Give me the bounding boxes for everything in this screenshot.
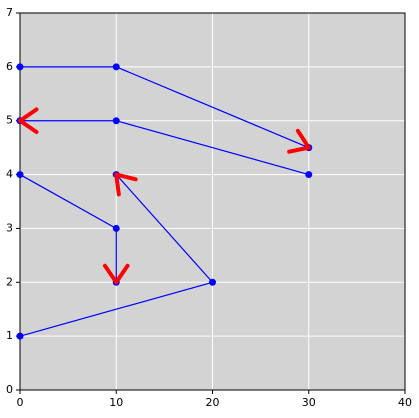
arrow-head — [114, 172, 121, 197]
point — [305, 171, 313, 179]
x-tick-label: 20 — [206, 396, 220, 409]
arrow-head — [295, 128, 311, 150]
x-tick-label: 0 — [17, 396, 24, 409]
y-tick-label: 5 — [6, 114, 13, 127]
y-tick-label: 1 — [6, 329, 13, 342]
point — [112, 224, 120, 232]
y-tick-label: 3 — [6, 221, 13, 234]
arrow-head — [18, 118, 39, 135]
point — [112, 117, 120, 125]
y-tick-label: 7 — [6, 6, 13, 19]
y-tick-label: 4 — [6, 168, 13, 181]
point — [16, 171, 24, 179]
arrow-head — [114, 172, 138, 182]
y-tick-label: 0 — [6, 383, 13, 396]
y-tick-label: 2 — [6, 275, 13, 288]
x-tick-label: 40 — [398, 396, 412, 409]
arrow-head — [287, 145, 311, 154]
point — [209, 278, 216, 286]
point — [16, 63, 24, 71]
x-tick-label: 10 — [109, 396, 123, 409]
arrow-head — [18, 107, 39, 123]
arrow-head — [114, 263, 130, 285]
arrow-head — [102, 263, 119, 285]
point — [16, 332, 24, 340]
y-tick-label: 6 — [6, 60, 13, 73]
plot-frame — [19, 12, 406, 391]
point — [112, 63, 120, 71]
x-tick-label: 30 — [302, 396, 316, 409]
